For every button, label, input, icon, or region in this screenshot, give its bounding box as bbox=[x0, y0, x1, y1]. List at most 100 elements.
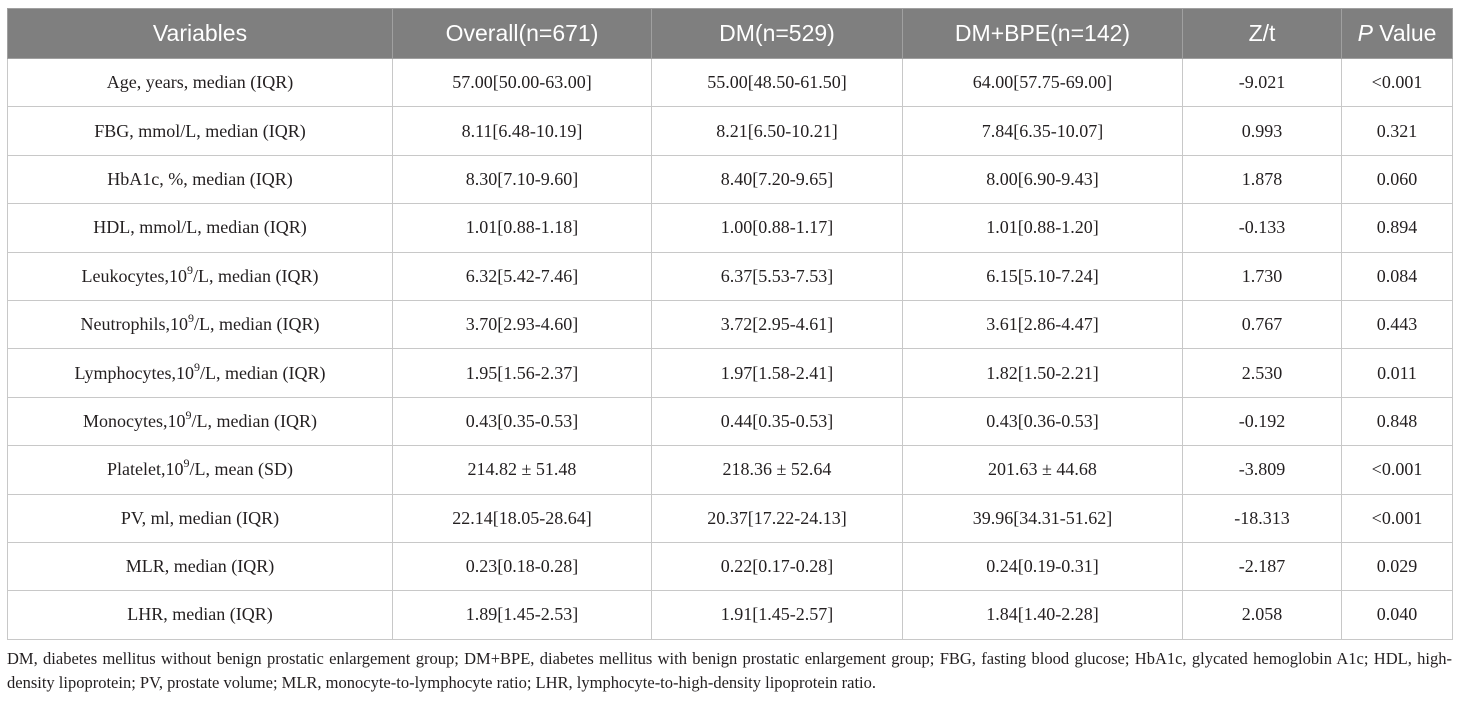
variable-label-unit: /L, mean (SD) bbox=[189, 459, 293, 480]
cell-overall: 0.23[0.18-0.28] bbox=[392, 541, 652, 592]
cell-zt: -18.313 bbox=[1182, 493, 1342, 543]
cell-overall: 1.89[1.45-2.53] bbox=[392, 590, 652, 640]
variable-label: Lymphocytes,10 bbox=[74, 362, 195, 383]
variable-label: HDL, mmol/L, median (IQR) bbox=[93, 217, 307, 238]
cell-p-value: <0.001 bbox=[1341, 445, 1453, 495]
cell-dm-bpe: 3.61[2.86-4.47] bbox=[902, 299, 1183, 350]
cell-dm-bpe: 7.84[6.35-10.07] bbox=[902, 106, 1183, 156]
cell-p-value: 0.848 bbox=[1341, 396, 1453, 447]
cell-overall: 22.14[18.05-28.64] bbox=[392, 493, 652, 543]
cell-zt: -0.192 bbox=[1182, 396, 1342, 447]
variable-label-unit: /L, median (IQR) bbox=[191, 410, 317, 431]
cell-variable: MLR, median (IQR) bbox=[7, 541, 393, 592]
cell-dm-bpe: 1.01[0.88-1.20] bbox=[902, 203, 1183, 253]
cell-dm-bpe: 64.00[57.75-69.00] bbox=[902, 57, 1183, 108]
cell-dm-bpe: 0.24[0.19-0.31] bbox=[902, 541, 1183, 592]
cell-dm-bpe: 1.82[1.50-2.21] bbox=[902, 348, 1183, 398]
variable-label: LHR, median (IQR) bbox=[127, 604, 273, 625]
cell-variable: Age, years, median (IQR) bbox=[7, 57, 393, 108]
table-row: Leukocytes,109/L, median (IQR) 6.32[5.42-… bbox=[7, 251, 1453, 301]
table-row: MLR, median (IQR) 0.23[0.18-0.28] 0.22[0.1… bbox=[7, 541, 1453, 592]
cell-zt: 2.530 bbox=[1182, 348, 1342, 398]
cell-dm: 8.21[6.50-10.21] bbox=[651, 106, 903, 156]
header-p-value: P Value bbox=[1341, 8, 1453, 59]
table-row: Neutrophils,109/L, median (IQR) 3.70[2.93… bbox=[7, 299, 1453, 350]
table-row: LHR, median (IQR) 1.89[1.45-2.53] 1.91[1.4… bbox=[7, 590, 1453, 640]
cell-overall: 1.01[0.88-1.18] bbox=[392, 203, 652, 253]
cell-dm: 3.72[2.95-4.61] bbox=[651, 299, 903, 350]
table-header-row: Variables Overall(n=671) DM(n=529) DM+BP… bbox=[7, 8, 1453, 59]
variable-label-unit: /L, median (IQR) bbox=[200, 362, 326, 383]
cell-p-value: 0.040 bbox=[1341, 590, 1453, 640]
cell-p-value: 0.321 bbox=[1341, 106, 1453, 156]
header-variables: Variables bbox=[7, 8, 393, 59]
table-body: Age, years, median (IQR) 57.00[50.00-63.0… bbox=[7, 57, 1453, 640]
table-row: Age, years, median (IQR) 57.00[50.00-63.0… bbox=[7, 57, 1453, 108]
table-row: Lymphocytes,109/L, median (IQR) 1.95[1.56… bbox=[7, 348, 1453, 398]
cell-variable: Lymphocytes,109/L, median (IQR) bbox=[7, 348, 393, 398]
variable-exponent: 9 bbox=[187, 262, 193, 277]
cell-dm-bpe: 6.15[5.10-7.24] bbox=[902, 251, 1183, 301]
table-row: Platelet,109/L, mean (SD) 214.82 ± 51.48 2… bbox=[7, 445, 1453, 495]
header-p-rest: Value bbox=[1372, 20, 1437, 46]
cell-dm: 6.37[5.53-7.53] bbox=[651, 251, 903, 301]
variable-exponent: 9 bbox=[185, 407, 192, 422]
variable-label: Neutrophils,10 bbox=[80, 314, 189, 335]
cell-dm-bpe: 39.96[34.31-51.62] bbox=[902, 493, 1183, 543]
cell-zt: 2.058 bbox=[1182, 590, 1342, 640]
variable-label: FBG, mmol/L, median (IQR) bbox=[94, 120, 306, 141]
cell-variable: LHR, median (IQR) bbox=[7, 590, 393, 640]
cell-p-value: 0.011 bbox=[1341, 348, 1453, 398]
variable-exponent: 9 bbox=[188, 311, 195, 326]
cell-zt: -0.133 bbox=[1182, 203, 1342, 253]
cell-dm: 1.91[1.45-2.57] bbox=[651, 590, 903, 640]
table-row: HbA1c, %, median (IQR) 8.30[7.10-9.60] 8.4… bbox=[7, 154, 1453, 205]
cell-dm-bpe: 8.00[6.90-9.43] bbox=[902, 154, 1183, 205]
variable-label: HbA1c, %, median (IQR) bbox=[107, 168, 293, 189]
cell-dm: 20.37[17.22-24.13] bbox=[651, 493, 903, 543]
header-dm-bpe: DM+BPE(n=142) bbox=[902, 8, 1183, 59]
cell-p-value: 0.443 bbox=[1341, 299, 1453, 350]
table-footnote: DM, diabetes mellitus without benign pro… bbox=[7, 649, 1452, 692]
header-zt: Z/t bbox=[1182, 8, 1342, 59]
cell-dm-bpe: 0.43[0.36-0.53] bbox=[902, 396, 1183, 447]
cell-overall: 214.82 ± 51.48 bbox=[392, 445, 652, 495]
cell-overall: 6.32[5.42-7.46] bbox=[392, 251, 652, 301]
table-row: PV, ml, median (IQR) 22.14[18.05-28.64] 20… bbox=[7, 493, 1453, 543]
cell-variable: FBG, mmol/L, median (IQR) bbox=[7, 106, 393, 156]
cell-dm-bpe: 1.84[1.40-2.28] bbox=[902, 590, 1183, 640]
cell-dm: 218.36 ± 52.64 bbox=[651, 445, 903, 495]
variable-label: Platelet,10 bbox=[107, 459, 184, 480]
cell-variable: Monocytes,109/L, median (IQR) bbox=[7, 396, 393, 447]
cell-dm: 1.97[1.58-2.41] bbox=[651, 348, 903, 398]
cell-zt: -2.187 bbox=[1182, 541, 1342, 592]
variable-label: Leukocytes,10 bbox=[81, 265, 187, 286]
variable-label: Monocytes,10 bbox=[83, 410, 186, 431]
cell-variable: Leukocytes,109/L, median (IQR) bbox=[7, 251, 393, 301]
cell-overall: 1.95[1.56-2.37] bbox=[392, 348, 652, 398]
cell-zt: -9.021 bbox=[1182, 57, 1342, 108]
cell-overall: 8.30[7.10-9.60] bbox=[392, 154, 652, 205]
cell-overall: 0.43[0.35-0.53] bbox=[392, 396, 652, 447]
header-dm: DM(n=529) bbox=[651, 8, 903, 59]
cell-variable: HDL, mmol/L, median (IQR) bbox=[7, 203, 393, 253]
cell-zt: 1.730 bbox=[1182, 251, 1342, 301]
cell-zt: -3.809 bbox=[1182, 445, 1342, 495]
table-row: Monocytes,109/L, median (IQR) 0.43[0.35-0… bbox=[7, 396, 1453, 447]
cell-overall: 3.70[2.93-4.60] bbox=[392, 299, 652, 350]
variable-label: PV, ml, median (IQR) bbox=[120, 507, 280, 528]
cell-p-value: 0.084 bbox=[1341, 251, 1453, 301]
data-table-container: Variables Overall(n=671) DM(n=529) DM+BP… bbox=[7, 8, 1453, 640]
cell-p-value: 0.029 bbox=[1341, 541, 1453, 592]
variable-exponent: 9 bbox=[183, 456, 190, 471]
table-row: HDL, mmol/L, median (IQR) 1.01[0.88-1.18]… bbox=[7, 203, 1453, 253]
cell-zt: 0.767 bbox=[1182, 299, 1342, 350]
cell-dm: 0.44[0.35-0.53] bbox=[651, 396, 903, 447]
table-row: FBG, mmol/L, median (IQR) 8.11[6.48-10.19… bbox=[7, 106, 1453, 156]
cell-p-value: 0.060 bbox=[1341, 154, 1453, 205]
variable-label: Age, years, median (IQR) bbox=[106, 72, 294, 93]
variable-exponent: 9 bbox=[194, 359, 201, 374]
cell-dm: 8.40[7.20-9.65] bbox=[651, 154, 903, 205]
cell-dm: 0.22[0.17-0.28] bbox=[651, 541, 903, 592]
cell-p-value: <0.001 bbox=[1341, 57, 1453, 108]
